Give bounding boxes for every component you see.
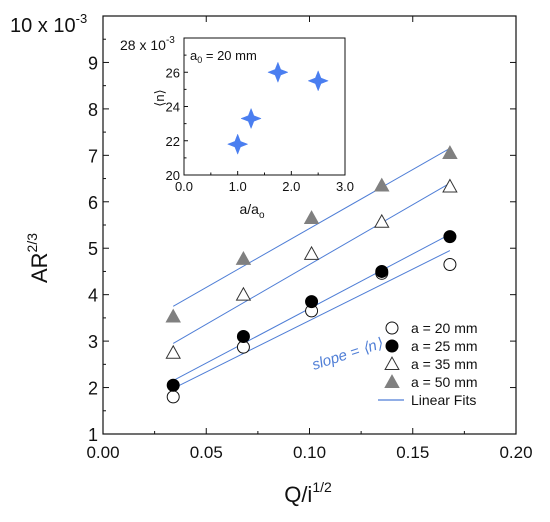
legend-marker [384,374,400,389]
data-point [442,178,458,193]
inset-x-axis: 0.0 1.0 2.0 3.0 [175,171,354,194]
inset-x-tick-label: 3.0 [336,179,354,194]
main-y-tick-label: 1 [88,425,98,445]
main-y-axis-label: AR2/3 [24,233,52,283]
inset-x-tick-label: 0.0 [175,179,193,194]
main-x-tick-label: 0.00 [86,443,119,462]
inset-data-point [307,70,329,92]
data-point [165,344,181,359]
data-point [443,257,457,271]
inset-data-points [226,61,329,155]
inset-x-axis-label: a/ao [239,201,264,221]
data-point [166,378,180,392]
main-y-tick-label: 2 [88,379,98,399]
data-point [375,264,389,278]
legend-label: a = 50 mm [411,374,478,390]
inset-y-tick-label: 20 [166,168,180,183]
inset-y-axis-label: ⟨n⟩ [152,89,167,106]
inset-y-tick-label: 24 [166,100,180,115]
data-point [303,245,320,260]
linear-fit-line [172,147,451,307]
inset-data-point [240,107,262,130]
legend-label: a = 25 mm [411,338,478,354]
inset-annotation-value: = 20 mm [202,48,257,63]
main-x-axis: 0.00 0.05 0.10 0.15 0.20 [86,16,533,462]
data-point [442,145,458,160]
main-y-tick-label: 7 [88,146,98,166]
linear-fit-line [172,182,451,344]
legend-marker [384,356,400,371]
data-point [303,210,320,225]
inset-y-tick-label: 22 [166,134,180,149]
legend-label: a = 35 mm [411,356,478,372]
data-point [235,250,252,265]
data-point [235,286,252,301]
inset-annotation: a0 = 20 mm [190,48,257,65]
legend-label: Linear Fits [411,392,476,408]
data-point [374,177,390,192]
main-y-multiplier: 10 x 10-3 [10,11,87,37]
main-x-axis-label: Q/i1/2 [284,479,332,507]
main-y-tick-label: 4 [88,286,98,306]
inset-y-multiplier-exponent: -3 [166,35,175,46]
inset-x-axis-label-subscript: o [259,210,265,221]
inset-y-axis: 20 22 24 26 [166,54,188,183]
linear-fit-line [172,250,451,389]
inset-y-tick-label: 26 [166,65,180,80]
main-x-tick-label: 0.15 [396,443,429,462]
main-data-points [165,145,458,404]
data-point [166,390,180,404]
legend-marker [385,339,399,353]
data-point [165,308,181,323]
main-x-tick-label: 0.05 [190,443,223,462]
data-point [443,230,457,244]
slope-annotation: slope = ⟨n⟩ [310,335,385,374]
legend: a = 20 mm a = 25 mm a = 35 mm a = 50 mm Line… [378,320,478,408]
data-point [236,329,250,343]
inset-data-point [226,133,249,155]
main-y-tick-label: 8 [88,100,98,120]
data-point [374,213,390,228]
main-x-tick-label: 0.10 [293,443,326,462]
main-y-axis: 1 2 3 4 5 6 7 8 9 [88,38,516,445]
main-y-tick-label: 5 [88,239,98,259]
main-y-multiplier-exponent: -3 [76,11,88,26]
inset-annotation-subscript: 0 [197,55,202,65]
main-x-tick-label: 0.20 [499,443,532,462]
main-y-axis-label-exponent: 2/3 [24,233,40,253]
inset-x-tick-label: 2.0 [282,179,300,194]
inset-plot-frame [183,37,346,176]
main-y-tick-label: 9 [88,53,98,73]
main-y-tick-label: 3 [88,332,98,352]
inset-chart: 0.0 1.0 2.0 3.0 20 22 24 26 28 x 10-3 ⟨n⟩ a/ao… [120,35,354,221]
linear-fit-lines [172,147,451,389]
data-point [305,295,319,309]
inset-y-multiplier: 28 x 10-3 [120,35,175,53]
legend-label: a = 20 mm [411,320,478,336]
inset-x-tick-label: 1.0 [229,179,247,194]
main-x-axis-label-exponent: 1/2 [312,479,332,495]
legend-marker [385,321,399,335]
main-y-tick-label: 6 [88,193,98,213]
inset-data-point [267,61,289,83]
